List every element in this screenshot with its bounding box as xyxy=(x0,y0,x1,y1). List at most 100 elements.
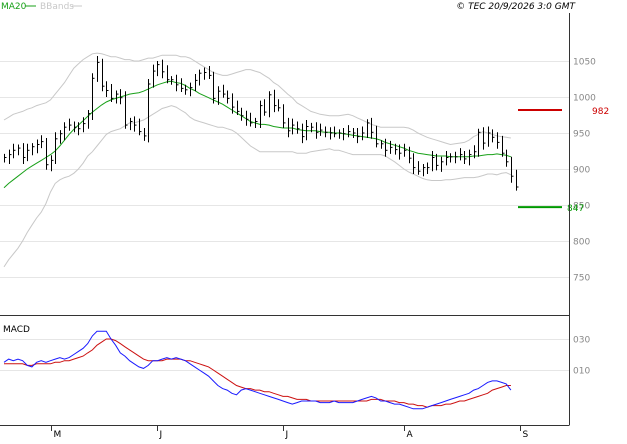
price-bar xyxy=(232,93,235,114)
price-bar xyxy=(385,138,388,157)
price-bar xyxy=(278,99,281,112)
price-bar xyxy=(176,74,179,92)
price-bar xyxy=(367,119,370,138)
price-bar xyxy=(469,149,472,166)
price-bar xyxy=(460,148,463,161)
price-tick-label: 1050 xyxy=(573,58,596,68)
price-bar xyxy=(516,169,519,191)
price-bar xyxy=(283,104,286,128)
price-bar xyxy=(181,78,184,92)
copyright-text: © TEC 20/9/2026 3:0 GMT xyxy=(456,2,576,12)
price-bar xyxy=(483,127,486,150)
price-bar xyxy=(9,149,12,164)
price-bar xyxy=(51,155,54,172)
price-bar xyxy=(450,153,453,163)
price-bar xyxy=(4,153,7,163)
price-bar xyxy=(18,144,21,156)
price-bar xyxy=(199,69,202,86)
price-bar xyxy=(46,138,49,170)
price-bar xyxy=(83,117,86,133)
price-bar xyxy=(348,125,351,138)
price-bar xyxy=(381,140,384,149)
price-bar xyxy=(55,132,58,164)
price-bar xyxy=(209,66,212,79)
price-bar xyxy=(343,128,346,141)
price-bar xyxy=(353,128,356,138)
macd-tick-label: 010 xyxy=(573,367,590,377)
price-bar xyxy=(185,84,188,95)
price-bar xyxy=(69,118,72,131)
price-bar xyxy=(139,118,142,136)
price-bar xyxy=(204,67,207,80)
price-bar xyxy=(311,122,314,133)
price-bar xyxy=(32,143,35,156)
price-bar xyxy=(250,112,253,127)
price-bar xyxy=(446,151,449,166)
price-tick-label: 1000 xyxy=(573,94,596,104)
bbands-lower-line xyxy=(3,105,512,268)
price-bar xyxy=(92,73,95,120)
price-bar xyxy=(413,153,416,174)
price-bar xyxy=(144,128,147,141)
price-bar xyxy=(134,116,137,132)
ma-legend-label: MA20 xyxy=(1,2,27,12)
price-bar xyxy=(157,61,160,77)
price-bar xyxy=(455,151,458,164)
price-bar xyxy=(41,135,44,149)
price-bar xyxy=(241,107,244,121)
price-bar xyxy=(399,144,402,160)
macd-signal-line xyxy=(4,338,511,408)
price-bar xyxy=(390,140,393,154)
x-month-label: S xyxy=(523,430,529,440)
bbands-upper-line xyxy=(3,52,511,146)
price-bar xyxy=(492,129,495,143)
bbands-legend-label: BBands xyxy=(40,2,74,12)
price-bar xyxy=(148,79,151,143)
price-bar xyxy=(195,74,198,92)
price-bar xyxy=(436,153,439,171)
price-bar xyxy=(325,126,328,138)
price-bar xyxy=(162,59,165,79)
price-bar xyxy=(167,65,170,84)
x-month-label: M xyxy=(54,430,62,440)
macd-line xyxy=(3,330,512,410)
price-tick-label: 750 xyxy=(573,274,590,284)
price-bar xyxy=(60,130,63,144)
price-bar xyxy=(264,99,267,116)
price-bar xyxy=(478,128,481,157)
price-bar xyxy=(246,110,249,126)
macd-panel-title: MACD xyxy=(3,325,30,335)
price-bar xyxy=(441,156,444,172)
price-bar xyxy=(227,90,230,104)
price-bar xyxy=(269,91,272,118)
macd-tick-label: 030 xyxy=(573,336,590,346)
price-bar xyxy=(464,151,467,164)
price-bar xyxy=(395,143,398,155)
price-bar xyxy=(111,84,114,102)
price-bar xyxy=(474,145,477,159)
price-bar xyxy=(88,110,91,129)
price-bar xyxy=(320,123,323,136)
price-bar xyxy=(506,149,509,167)
price-bar xyxy=(297,121,300,134)
price-bar xyxy=(376,125,379,148)
price-bar xyxy=(288,117,291,138)
price-bar xyxy=(74,121,77,133)
price-bar xyxy=(171,76,174,85)
price-bar xyxy=(330,127,333,140)
price-bar xyxy=(334,126,337,138)
price-tick-label: 950 xyxy=(573,130,590,140)
price-bar xyxy=(362,126,365,141)
price-bar xyxy=(302,123,305,144)
price-bar xyxy=(102,58,105,92)
price-tick-label: 850 xyxy=(573,202,590,212)
price-bar xyxy=(260,100,263,128)
price-bar xyxy=(237,100,240,115)
price-bar xyxy=(339,129,342,139)
price-bar xyxy=(153,64,156,88)
x-month-label: J xyxy=(285,430,289,440)
price-bar xyxy=(432,151,435,172)
price-bar xyxy=(213,71,216,104)
